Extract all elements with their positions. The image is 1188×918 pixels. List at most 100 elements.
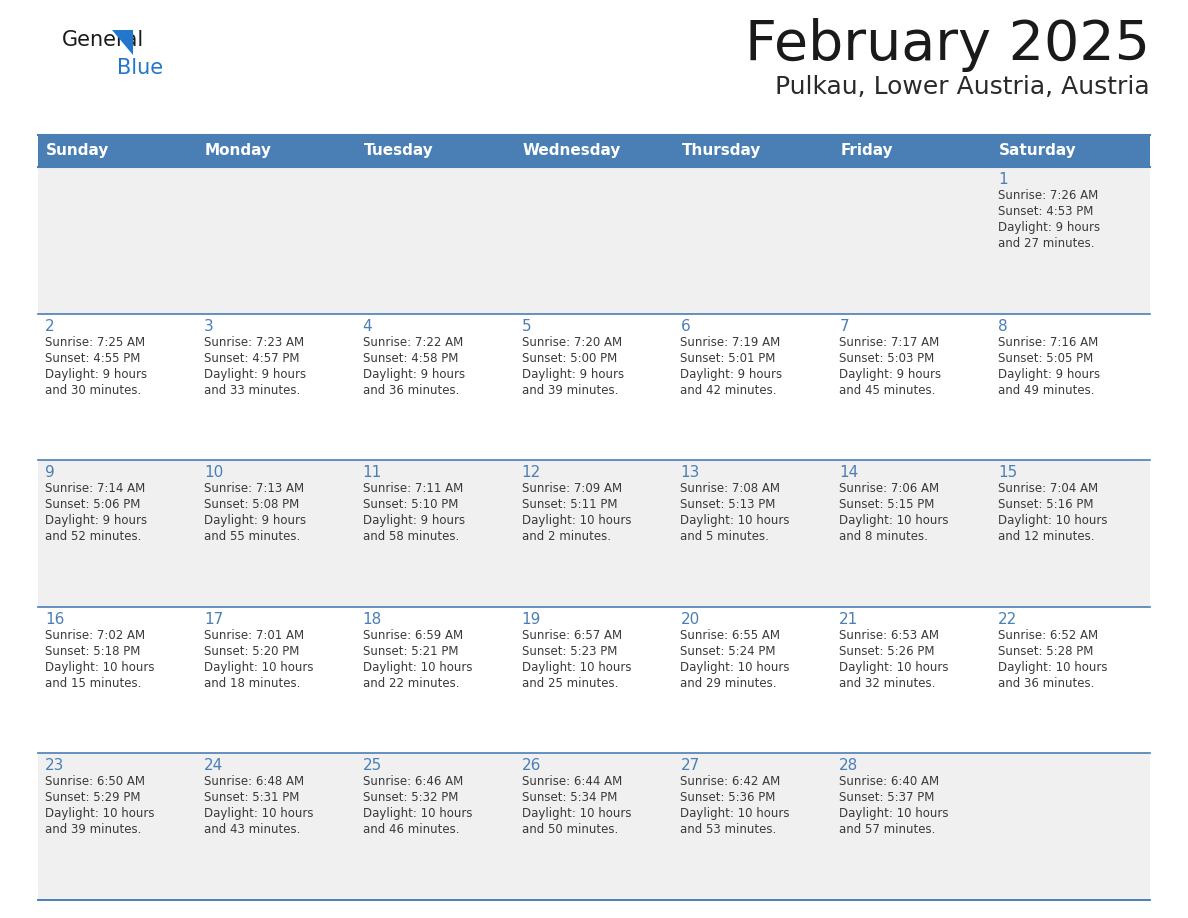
Text: Sunrise: 7:14 AM: Sunrise: 7:14 AM	[45, 482, 145, 495]
Text: 22: 22	[998, 611, 1017, 627]
Text: Sunset: 5:08 PM: Sunset: 5:08 PM	[204, 498, 299, 511]
Text: Daylight: 10 hours: Daylight: 10 hours	[522, 808, 631, 821]
Text: and 2 minutes.: and 2 minutes.	[522, 531, 611, 543]
Text: and 33 minutes.: and 33 minutes.	[204, 384, 301, 397]
Bar	[355, 167, 514, 314]
Text: Daylight: 9 hours: Daylight: 9 hours	[45, 367, 147, 381]
Text: and 27 minutes.: and 27 minutes.	[998, 237, 1094, 250]
Text: and 50 minutes.: and 50 minutes.	[522, 823, 618, 836]
Text: and 42 minutes.: and 42 minutes.	[681, 384, 777, 397]
Text: and 58 minutes.: and 58 minutes.	[362, 531, 459, 543]
Text: and 45 minutes.: and 45 minutes.	[839, 384, 936, 397]
Text: Daylight: 10 hours: Daylight: 10 hours	[681, 514, 790, 527]
Bar	[514, 460, 674, 607]
Bar	[38, 754, 197, 900]
Text: Sunset: 4:57 PM: Sunset: 4:57 PM	[204, 352, 299, 364]
Text: Sunrise: 7:16 AM: Sunrise: 7:16 AM	[998, 336, 1099, 349]
Text: and 18 minutes.: and 18 minutes.	[204, 677, 301, 689]
Bar	[355, 754, 514, 900]
Text: 17: 17	[204, 611, 223, 627]
Text: Daylight: 10 hours: Daylight: 10 hours	[362, 808, 472, 821]
Bar	[674, 754, 833, 900]
Text: Sunset: 5:28 PM: Sunset: 5:28 PM	[998, 644, 1093, 658]
Bar	[355, 135, 514, 167]
Bar	[991, 754, 1150, 900]
Text: 20: 20	[681, 611, 700, 627]
Text: Sunset: 5:11 PM: Sunset: 5:11 PM	[522, 498, 617, 511]
Text: Saturday: Saturday	[999, 143, 1076, 159]
Bar	[355, 460, 514, 607]
Text: 24: 24	[204, 758, 223, 773]
Text: 16: 16	[45, 611, 64, 627]
Text: Daylight: 9 hours: Daylight: 9 hours	[998, 221, 1100, 234]
Text: Sunrise: 6:59 AM: Sunrise: 6:59 AM	[362, 629, 463, 642]
Text: Sunrise: 7:22 AM: Sunrise: 7:22 AM	[362, 336, 463, 349]
Text: Daylight: 10 hours: Daylight: 10 hours	[681, 661, 790, 674]
Text: Sunset: 4:55 PM: Sunset: 4:55 PM	[45, 352, 140, 364]
Text: Daylight: 10 hours: Daylight: 10 hours	[998, 661, 1107, 674]
Text: and 8 minutes.: and 8 minutes.	[839, 531, 928, 543]
Text: Sunset: 5:31 PM: Sunset: 5:31 PM	[204, 791, 299, 804]
Text: 14: 14	[839, 465, 859, 480]
Text: Daylight: 10 hours: Daylight: 10 hours	[839, 514, 949, 527]
Bar	[674, 314, 833, 460]
Text: Sunset: 5:23 PM: Sunset: 5:23 PM	[522, 644, 617, 658]
Bar	[674, 167, 833, 314]
Text: Daylight: 10 hours: Daylight: 10 hours	[362, 661, 472, 674]
Text: 3: 3	[204, 319, 214, 333]
Text: 9: 9	[45, 465, 55, 480]
Text: 27: 27	[681, 758, 700, 773]
Text: Sunrise: 6:46 AM: Sunrise: 6:46 AM	[362, 776, 463, 789]
Text: Sunset: 5:21 PM: Sunset: 5:21 PM	[362, 644, 459, 658]
Text: 10: 10	[204, 465, 223, 480]
Text: 28: 28	[839, 758, 859, 773]
Text: 18: 18	[362, 611, 383, 627]
Polygon shape	[112, 30, 133, 55]
Text: Daylight: 9 hours: Daylight: 9 hours	[839, 367, 941, 381]
Text: Sunset: 5:10 PM: Sunset: 5:10 PM	[362, 498, 459, 511]
Bar	[38, 607, 197, 754]
Text: Daylight: 10 hours: Daylight: 10 hours	[45, 661, 154, 674]
Bar	[197, 754, 355, 900]
Bar	[514, 607, 674, 754]
Text: Daylight: 9 hours: Daylight: 9 hours	[204, 367, 307, 381]
Bar	[833, 607, 991, 754]
Bar	[197, 607, 355, 754]
Bar	[514, 167, 674, 314]
Text: Daylight: 10 hours: Daylight: 10 hours	[681, 808, 790, 821]
Text: and 22 minutes.: and 22 minutes.	[362, 677, 460, 689]
Text: Sunrise: 6:48 AM: Sunrise: 6:48 AM	[204, 776, 304, 789]
Text: 2: 2	[45, 319, 55, 333]
Text: Daylight: 10 hours: Daylight: 10 hours	[839, 808, 949, 821]
Text: and 12 minutes.: and 12 minutes.	[998, 531, 1094, 543]
Text: Sunrise: 6:55 AM: Sunrise: 6:55 AM	[681, 629, 781, 642]
Text: Sunset: 5:01 PM: Sunset: 5:01 PM	[681, 352, 776, 364]
Text: Sunset: 5:29 PM: Sunset: 5:29 PM	[45, 791, 140, 804]
Text: and 25 minutes.: and 25 minutes.	[522, 677, 618, 689]
Text: Sunrise: 7:13 AM: Sunrise: 7:13 AM	[204, 482, 304, 495]
Text: Sunset: 5:15 PM: Sunset: 5:15 PM	[839, 498, 935, 511]
Text: Sunset: 5:03 PM: Sunset: 5:03 PM	[839, 352, 935, 364]
Bar	[38, 167, 197, 314]
Text: 25: 25	[362, 758, 383, 773]
Text: 15: 15	[998, 465, 1017, 480]
Text: Blue: Blue	[116, 58, 163, 78]
Bar	[197, 135, 355, 167]
Text: Sunrise: 7:11 AM: Sunrise: 7:11 AM	[362, 482, 463, 495]
Bar	[833, 314, 991, 460]
Text: Sunrise: 7:20 AM: Sunrise: 7:20 AM	[522, 336, 621, 349]
Text: Sunset: 5:37 PM: Sunset: 5:37 PM	[839, 791, 935, 804]
Text: Sunset: 5:36 PM: Sunset: 5:36 PM	[681, 791, 776, 804]
Text: 5: 5	[522, 319, 531, 333]
Text: Sunset: 5:32 PM: Sunset: 5:32 PM	[362, 791, 459, 804]
Text: 7: 7	[839, 319, 849, 333]
Text: Sunset: 5:26 PM: Sunset: 5:26 PM	[839, 644, 935, 658]
Text: Friday: Friday	[840, 143, 893, 159]
Text: Sunrise: 7:06 AM: Sunrise: 7:06 AM	[839, 482, 940, 495]
Bar	[991, 135, 1150, 167]
Text: Wednesday: Wednesday	[523, 143, 621, 159]
Text: Sunrise: 6:44 AM: Sunrise: 6:44 AM	[522, 776, 621, 789]
Text: 19: 19	[522, 611, 541, 627]
Bar	[833, 135, 991, 167]
Bar	[38, 135, 197, 167]
